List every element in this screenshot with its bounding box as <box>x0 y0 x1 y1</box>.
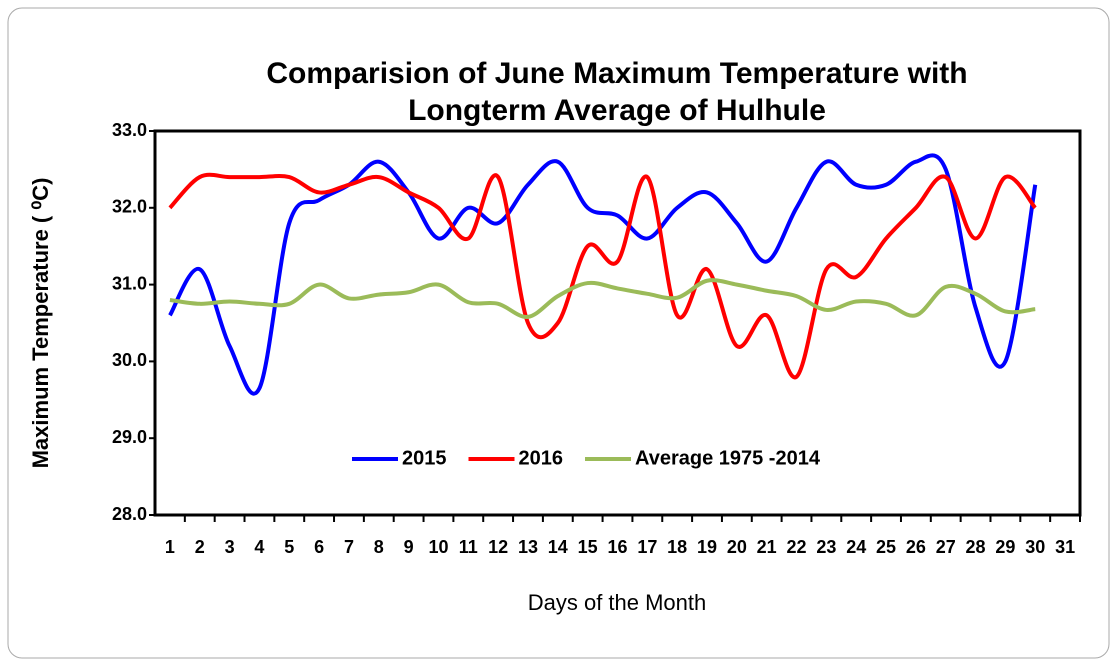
x-tick-label: 27 <box>936 537 956 557</box>
x-tick-label: 23 <box>816 537 836 557</box>
x-tick-label: 8 <box>374 537 384 557</box>
y-tick-label: 33.0 <box>112 120 147 140</box>
x-tick-label: 25 <box>876 537 896 557</box>
x-tick-label: 31 <box>1055 537 1075 557</box>
x-tick-label: 13 <box>518 537 538 557</box>
y-axis-label: Maximum Temperature ( ⁰C) <box>28 178 53 469</box>
x-tick-label: 5 <box>284 537 294 557</box>
x-tick-label: 14 <box>548 537 568 557</box>
x-tick-label: 29 <box>995 537 1015 557</box>
series-line <box>169 278 1036 319</box>
y-tick-label: 30.0 <box>112 350 147 370</box>
legend-label: Average 1975 -2014 <box>635 447 821 469</box>
series-line <box>168 172 1037 380</box>
x-tick-label: 11 <box>459 537 478 557</box>
x-tick-label: 22 <box>787 537 807 557</box>
x-axis-label: Days of the Month <box>528 590 707 615</box>
x-tick-label: 4 <box>254 537 264 557</box>
x-tick-label: 1 <box>165 537 175 557</box>
x-tick-label: 17 <box>637 537 657 557</box>
x-tick-label: 10 <box>428 537 448 557</box>
x-tick-label: 7 <box>344 537 354 557</box>
x-tick-label: 19 <box>697 537 717 557</box>
x-tick-label: 12 <box>488 537 508 557</box>
series-line <box>168 153 1038 396</box>
chart-title: Longterm Average of Hulhule <box>408 94 826 127</box>
x-tick-label: 2 <box>195 537 205 557</box>
x-tick-label: 16 <box>607 537 627 557</box>
chart-title: Comparision of June Maximum Temperature … <box>266 57 967 90</box>
x-tick-label: 3 <box>225 537 235 557</box>
plot-frame <box>153 129 1082 517</box>
x-tick-label: 15 <box>578 537 598 557</box>
x-tick-label: 9 <box>404 537 414 557</box>
x-tick-label: 30 <box>1025 537 1045 557</box>
x-tick-label: 24 <box>846 537 866 557</box>
x-tick-label: 6 <box>314 537 324 557</box>
x-tick-label: 18 <box>667 537 687 557</box>
x-tick-label: 28 <box>966 537 986 557</box>
y-tick-label: 29.0 <box>112 427 147 447</box>
x-tick-label: 21 <box>757 537 777 557</box>
y-tick-label: 31.0 <box>112 273 147 293</box>
x-tick-label: 20 <box>727 537 747 557</box>
y-tick-label: 32.0 <box>112 197 147 217</box>
x-tick-label: 26 <box>906 537 926 557</box>
legend-label: 2015 <box>402 447 447 469</box>
y-tick-label: 28.0 <box>112 504 147 524</box>
chart-frame <box>7 7 1110 659</box>
legend-label: 2016 <box>519 447 564 469</box>
